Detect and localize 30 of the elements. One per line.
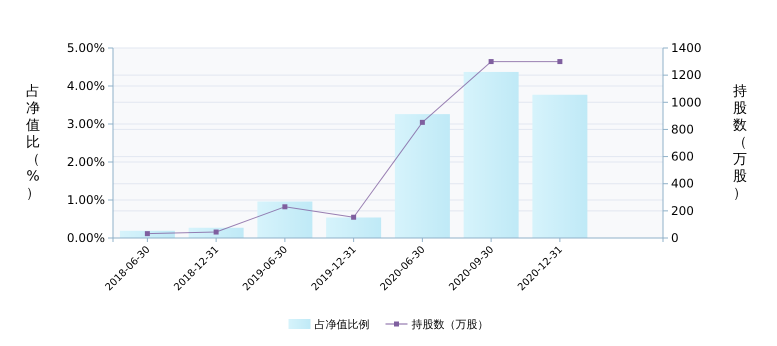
point: [488, 59, 494, 64]
point: [144, 231, 150, 236]
legend-label: 占净值比例: [314, 318, 370, 331]
bar: [394, 114, 450, 238]
y2-tick-label: 0: [671, 231, 679, 245]
y-tick-label: 3.00%: [66, 117, 105, 131]
y2-axis-title: 持股数（万股）: [733, 84, 747, 202]
y2-tick-label: 600: [671, 150, 694, 164]
point: [282, 204, 288, 210]
y2-tick-label: 1400: [671, 41, 702, 55]
bar: [464, 72, 519, 238]
bar: [257, 202, 312, 238]
y-tick-label: 4.00%: [66, 79, 105, 93]
point: [351, 214, 356, 220]
bar: [532, 94, 588, 238]
point: [214, 230, 219, 235]
point: [420, 120, 425, 125]
y2-tick-label: 200: [671, 204, 694, 218]
bar: [326, 217, 382, 238]
point: [557, 59, 562, 64]
y-axis-title: 占净值比（%）: [26, 84, 40, 202]
y2-tick-label: 400: [671, 176, 694, 191]
legend-label: 持股数（万股）: [412, 318, 488, 331]
y-tick-label: 1.00%: [66, 193, 105, 207]
y2-tick-label: 800: [671, 122, 694, 136]
y-tick-label: 0.00%: [66, 231, 105, 245]
y-tick-label: 2.00%: [66, 155, 105, 169]
y2-tick-label: 1000: [671, 95, 702, 110]
y2-tick-label: 1200: [671, 68, 702, 82]
y-tick-label: 5.00%: [66, 41, 105, 55]
